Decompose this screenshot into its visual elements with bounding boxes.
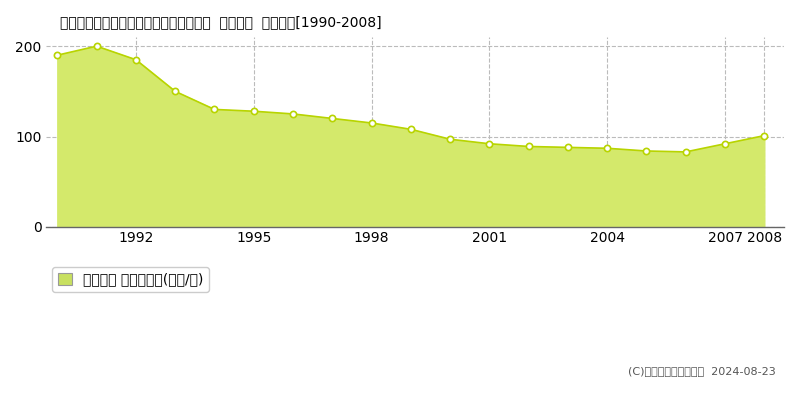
Legend: 地価公示 平均坪単価(万円/坪): 地価公示 平均坪単価(万円/坪) — [53, 267, 209, 292]
Text: 東京都葛飾区東堀切２丁目５５６番５外  地価公示  地価推移[1990-2008]: 東京都葛飾区東堀切２丁目５５６番５外 地価公示 地価推移[1990-2008] — [60, 15, 382, 29]
Text: (C)土地価格ドットコム  2024-08-23: (C)土地価格ドットコム 2024-08-23 — [628, 366, 776, 376]
